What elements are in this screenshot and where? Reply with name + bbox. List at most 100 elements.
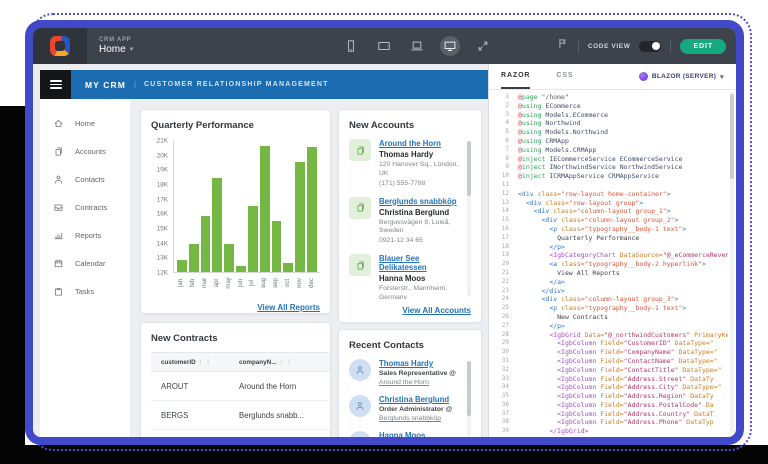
code-editor[interactable]: 1 @page "/home" 2 @using ECommerce 3 @using M… [489, 90, 736, 437]
contact-name-link[interactable]: Thomas Hardy [379, 359, 434, 368]
code-line: 26 New Contracts [495, 313, 728, 322]
x-tick: jul [248, 273, 258, 293]
sidebar-item-calendar[interactable]: Calendar [40, 249, 130, 277]
code-line: 39 </IgbGrid> [495, 427, 728, 436]
line-number: 16 [501, 224, 509, 232]
contact-company-link[interactable]: Around the Horn [379, 379, 429, 386]
tab-label: CSS [556, 72, 574, 79]
line-number: 39 [501, 427, 509, 435]
device-desktop-button[interactable] [440, 36, 460, 56]
grid-row[interactable]: AROUT Around the Horn Thomas [151, 372, 330, 401]
account-body: Blauer See Delikatessen Hanna Moos Forster… [379, 254, 462, 299]
code-line: 32 <IgbColumn Field="ContactTitle" DataT… [495, 366, 728, 375]
code-token: "Address.Phone" [623, 418, 683, 427]
contact-name-link[interactable]: Christina Berglund [379, 395, 450, 404]
contacts-icon [55, 175, 62, 183]
new-accounts-card: New Accounts Around the Horn Thomas Hardy… [338, 109, 482, 323]
code-token: DataType=" [674, 348, 718, 357]
device-tablet-button[interactable] [374, 36, 394, 56]
expand-icon [478, 41, 488, 51]
y-tick-label: 19K [156, 166, 168, 174]
device-expand-button[interactable] [473, 36, 493, 56]
code-line-content: <div class="column-layout group_3"> [518, 295, 728, 304]
code-token: <IgbColumn [557, 400, 601, 409]
account-company-link[interactable]: Blauer See Delikatessen [379, 254, 427, 273]
code-token: DataType=" [678, 365, 722, 374]
device-laptop-button[interactable] [407, 36, 427, 56]
device-phone-button[interactable] [341, 36, 361, 56]
current-page-label: Home [99, 44, 126, 55]
builder-toolbar: CRM APP Home ▾ CODE VIEW EDIT [33, 28, 736, 64]
code-line: 6 @using CRMApp [495, 137, 728, 146]
code-line: 1 @page "/home" [495, 93, 728, 102]
app-preview-canvas: MY CRM | CUSTOMER RELATIONSHIP MANAGEMEN… [33, 64, 488, 437]
hamburger-menu-button[interactable] [40, 70, 71, 99]
card-title: New Contracts [151, 333, 218, 344]
sidebar-item-accounts[interactable]: Accounts [40, 137, 130, 165]
calendar-icon [54, 259, 63, 267]
code-token [518, 234, 557, 242]
grid-row[interactable]: BERGS Berglunds snabb... Christi [151, 401, 330, 430]
code-line: 8 @inject IECommerceService ECommerceServ… [495, 155, 728, 164]
account-company-link[interactable]: Berglunds snabbköp [379, 196, 457, 206]
x-tick: jun [236, 273, 246, 293]
sidebar-item-tasks[interactable]: Tasks [40, 277, 130, 305]
account-company-link[interactable]: Around the Horn [379, 139, 441, 148]
edit-button[interactable]: EDIT [680, 38, 726, 54]
code-view-toggle[interactable] [639, 40, 662, 52]
x-tick-label: aug [261, 277, 268, 289]
new-accounts-list: Around the Horn Thomas Hardy 120 Hanover S… [349, 139, 471, 299]
account-list-item[interactable]: Berglunds snabbköp Christina Berglund Berg… [349, 196, 462, 244]
contact-list-item[interactable]: Hanna Moos [349, 431, 462, 437]
sidebar-item-home[interactable]: Home [40, 109, 130, 137]
view-all-reports-link[interactable]: View All Reports [257, 303, 320, 312]
column-header-companyN[interactable]: companyN... ↑ ⋮ [239, 358, 293, 367]
document-icon [357, 146, 364, 154]
crm-app-header: MY CRM | CUSTOMER RELATIONSHIP MANAGEMEN… [40, 70, 488, 99]
contact-list-item[interactable]: Christina Berglund Order Administrator @ B… [349, 395, 462, 422]
code-panel: RAZOR CSS BLAZOR (SERVER) ▾ 1 @page "/hom… [488, 64, 736, 437]
line-number: 8 [505, 154, 509, 162]
bar-aug [259, 145, 270, 272]
sidebar-item-contracts[interactable]: Contracts [40, 193, 130, 221]
line-number: 34 [501, 383, 509, 391]
sidebar-item-contacts[interactable]: Contacts [40, 165, 130, 193]
column-menu-icon[interactable]: ⋮ [204, 359, 212, 366]
contact-name-link[interactable]: Hanna Moos [379, 431, 426, 437]
sort-asc-icon[interactable]: ↑ [198, 358, 202, 366]
code-token: Northwind [541, 119, 581, 128]
app-name-label: CRM APP [99, 37, 132, 43]
framework-selector[interactable]: BLAZOR (SERVER) ▾ [638, 64, 724, 89]
sort-asc-icon[interactable]: ↑ [279, 358, 283, 366]
code-line: 11 [495, 181, 728, 190]
scrollbar-thumb[interactable] [467, 361, 471, 416]
grid-row[interactable]: BLAUSBlauer See Delik...Hanna [151, 430, 330, 437]
code-token: <IgbColumn [557, 374, 601, 383]
page-selector[interactable]: Home ▾ [99, 44, 133, 55]
chart-plot-area [173, 141, 320, 273]
code-line: 12 <div class="row-layout home-container"… [495, 190, 728, 199]
scrollbar-thumb[interactable] [730, 94, 734, 179]
code-token: @ [518, 110, 522, 119]
scrollbar-thumb[interactable] [467, 141, 471, 196]
avatar [349, 395, 371, 417]
view-all-accounts-link[interactable]: View All Accounts [402, 306, 471, 315]
column-header-contact[interactable]: contact↑⋮ [321, 358, 330, 366]
code-line: 22 </a> [495, 278, 728, 287]
tab-css[interactable]: CSS [556, 64, 573, 89]
account-list-item[interactable]: Around the Horn Thomas Hardy 120 Hanover S… [349, 139, 462, 187]
column-menu-icon[interactable]: ⋮ [285, 359, 293, 366]
account-tile [349, 139, 371, 161]
sidebar-item-reports[interactable]: Reports [40, 221, 130, 249]
grid-cell: Around the Horn [239, 381, 297, 391]
code-line: 15 <div class="column-layout group_2"> [495, 216, 728, 225]
flag-icon[interactable] [556, 37, 569, 55]
code-line-content: @inject INorthwindService NorthwindServi… [518, 163, 728, 172]
tab-razor[interactable]: RAZOR [501, 64, 531, 89]
code-token: </div> [541, 286, 565, 295]
account-list-item[interactable]: Blauer See Delikatessen Hanna Moos Forster… [349, 254, 462, 299]
contact-list-item[interactable]: Thomas Hardy Sales Representative @ Around… [349, 359, 462, 386]
app-switcher[interactable]: CRM APP Home ▾ [99, 28, 133, 64]
column-header-customerID[interactable]: customerID ↑ ⋮ [161, 358, 212, 367]
contact-company-link[interactable]: Berglunds snabbköp [379, 415, 441, 422]
